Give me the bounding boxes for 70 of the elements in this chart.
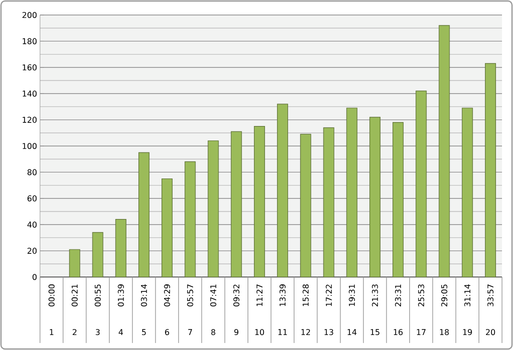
x-tick-label: 31:14 — [464, 284, 470, 306]
x-tick-label: 19:31 — [348, 284, 355, 306]
text: 1 — [50, 329, 54, 335]
text: 5 — [142, 329, 146, 336]
bar — [462, 108, 473, 278]
x-tick-label: 33:57 — [487, 284, 494, 306]
x-tick-label: 23:31 — [395, 284, 402, 306]
text: 20 — [486, 329, 496, 336]
text: 9 — [234, 329, 238, 336]
text: 11 — [278, 329, 287, 335]
text: 19 — [463, 329, 472, 336]
y-tick-label: 60 — [28, 195, 37, 202]
bar — [300, 134, 312, 278]
x-tick-label: 25:53 — [418, 284, 424, 306]
x-tick-label: 07:41 — [210, 284, 216, 306]
bar — [184, 161, 196, 278]
bar — [346, 108, 358, 278]
x-tick-label: 21:33 — [372, 284, 378, 306]
y-tick-label: 200 — [22, 12, 37, 18]
x-tick-label: 09:32 — [233, 284, 240, 306]
text: 15 — [370, 329, 380, 336]
x-tick-label: 05:57 — [187, 284, 194, 306]
text: 18 — [440, 329, 449, 336]
text: 4 — [118, 329, 123, 335]
bar — [138, 152, 150, 278]
x-tick-label: 00:00 — [48, 284, 55, 306]
bar — [484, 63, 496, 278]
x-tick-label: 00:21 — [72, 284, 78, 306]
text: 6 — [165, 329, 170, 336]
x-tick-label: 00:55 — [94, 284, 101, 306]
x-tick-label: 03:14 — [140, 284, 147, 306]
bar — [392, 122, 404, 278]
x-tick-label: 11:27 — [256, 284, 262, 306]
text: 10 — [255, 329, 264, 336]
bar — [92, 232, 104, 278]
text: 13 — [324, 329, 334, 336]
bar — [277, 104, 288, 278]
x-tick-label: 29:05 — [441, 284, 448, 306]
bar — [323, 127, 334, 278]
x-tick-label: 17:22 — [326, 284, 332, 306]
text: 17 — [416, 329, 426, 335]
bar — [230, 131, 242, 278]
bar — [369, 116, 380, 278]
y-tick-label: 160 — [22, 64, 37, 70]
text: 12 — [301, 329, 310, 335]
x-tick-label: 13:39 — [280, 284, 286, 306]
text: 3 — [96, 329, 100, 336]
bar — [438, 25, 450, 278]
text: 16 — [394, 329, 403, 336]
bar — [208, 140, 219, 278]
y-tick-label: 40 — [27, 222, 37, 228]
text: 8 — [211, 329, 216, 336]
bar — [254, 126, 265, 278]
bar — [162, 178, 173, 278]
y-tick-label: 20 — [28, 248, 37, 254]
y-tick-label: 180 — [22, 38, 37, 44]
y-tick-label: 140 — [22, 90, 37, 97]
bar — [416, 90, 427, 278]
x-tick-label: 01:39 — [118, 284, 124, 306]
y-tick-label: 100 — [22, 142, 37, 150]
bar — [69, 249, 80, 278]
bar — [115, 219, 126, 278]
text: 14 — [348, 329, 356, 335]
x-tick-label: 15:28 — [302, 284, 309, 306]
x-tick-label: 04:29 — [164, 284, 170, 306]
text: 2 — [72, 329, 76, 335]
y-tick-label: 120 — [22, 116, 37, 123]
y-tick-label: 80 — [28, 169, 37, 176]
text: 7 — [188, 329, 192, 335]
y-tick-label: 0 — [32, 274, 37, 280]
